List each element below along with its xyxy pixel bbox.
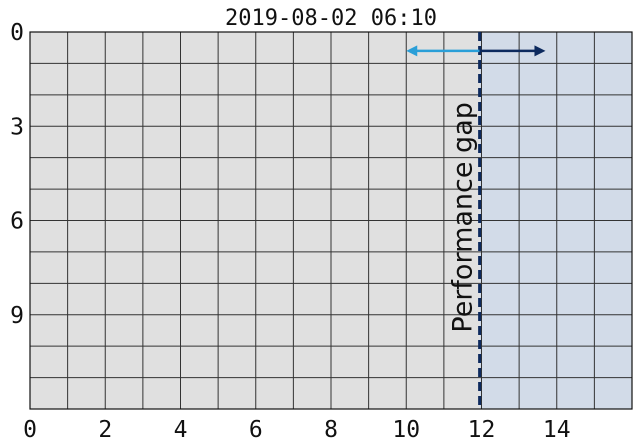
arrow-head-0 xyxy=(406,45,418,57)
y-tick-label: 9 xyxy=(10,303,24,329)
x-tick-label: 2 xyxy=(98,417,112,442)
ticks-layer: 0 2 4 6 8 10 12 14 0 3 6 9 xyxy=(10,20,571,442)
x-tick-label: 0 xyxy=(23,417,37,442)
y-tick-label: 6 xyxy=(10,209,24,235)
frame-layer xyxy=(29,31,633,410)
plot-frame xyxy=(29,31,633,410)
y-tick-label: 0 xyxy=(10,20,24,46)
x-tick-label: 6 xyxy=(249,417,263,442)
y-tick-label: 3 xyxy=(10,114,24,140)
x-tick-label: 14 xyxy=(543,417,571,442)
annotation-performance-gap: Performance gap xyxy=(448,102,479,333)
arrow-head-1 xyxy=(534,45,546,57)
grid-layer xyxy=(30,32,632,409)
x-tick-label: 10 xyxy=(392,417,420,442)
x-tick-label: 12 xyxy=(468,417,496,442)
x-tick-label: 4 xyxy=(174,417,188,442)
x-tick-label: 8 xyxy=(324,417,338,442)
chart-title: 2019-08-02 06:10 xyxy=(225,6,437,31)
marks-layer: Performance gap xyxy=(406,32,546,409)
